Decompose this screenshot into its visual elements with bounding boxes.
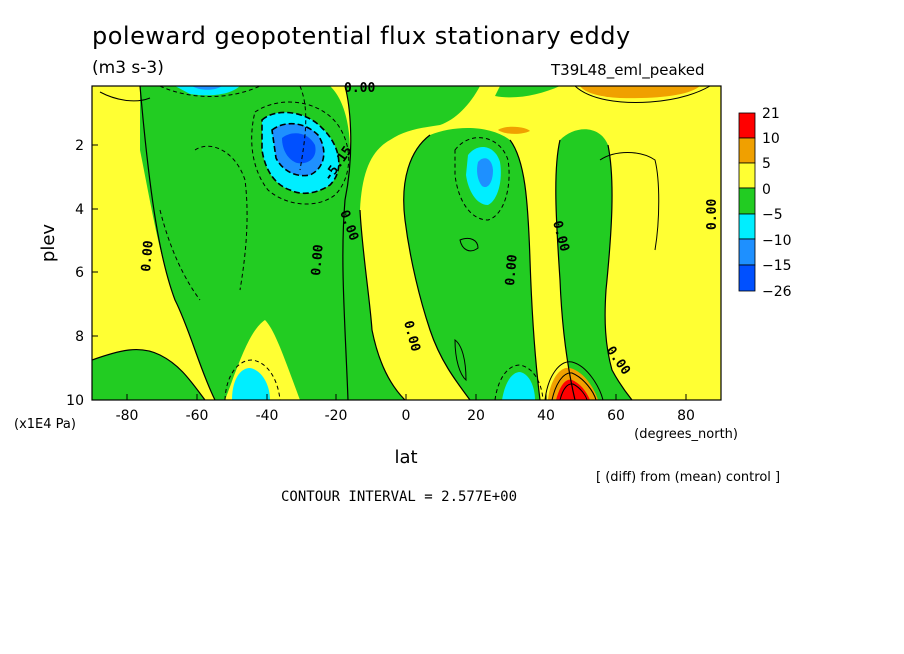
region-green-tropics xyxy=(403,128,540,400)
colorbar-swatch xyxy=(738,238,756,266)
x-axis-label: lat xyxy=(394,447,417,468)
x-tick-label: -80 xyxy=(116,408,139,424)
y-axis-label: plev xyxy=(38,224,59,263)
x-tick-label: 0 xyxy=(402,408,411,424)
colorbar-label: −15 xyxy=(762,258,792,274)
contour-label: 0.00 xyxy=(309,244,327,277)
region-cyan-south-surface xyxy=(232,368,270,400)
contour-line-dashed xyxy=(251,101,350,205)
colorbar-label: −5 xyxy=(762,207,783,223)
difference-note: [ (diff) from (mean) control ] xyxy=(596,470,781,485)
contour-line xyxy=(403,134,471,400)
contour-label: 0.00 xyxy=(344,81,375,96)
region-green-equator xyxy=(342,86,480,400)
colorbar-swatch xyxy=(738,137,756,164)
region-blue-top-left xyxy=(192,86,222,90)
contour-line-dashed xyxy=(261,111,340,195)
colorbar-swatch xyxy=(738,162,756,189)
region-blue-tropics xyxy=(477,158,493,188)
contour-line-dashed xyxy=(271,122,325,177)
contour-line xyxy=(551,372,597,400)
x-tick-label: 40 xyxy=(537,408,555,424)
x-tick-label: -40 xyxy=(256,408,279,424)
contour-line xyxy=(509,139,541,400)
y-tick-label: 2 xyxy=(75,138,84,154)
contour-line-dashed xyxy=(159,86,261,97)
y-ticks xyxy=(92,144,98,337)
contour-line xyxy=(555,139,576,400)
contour-line xyxy=(604,144,633,400)
contour-line xyxy=(342,86,352,400)
x-tick-label: 20 xyxy=(467,408,485,424)
region-green-south-low xyxy=(92,349,205,400)
colorbar-label: −26 xyxy=(762,284,792,300)
x-tick-label: -60 xyxy=(186,408,209,424)
contour-line xyxy=(454,339,467,382)
contour-lines xyxy=(92,86,711,400)
y-tick-labels: 2 4 6 8 10 xyxy=(66,138,84,409)
contour-line-dashed xyxy=(159,209,201,301)
colorbar-labels: 21 10 5 0 −5 −10 −15 −26 xyxy=(762,106,792,300)
contour-line xyxy=(559,383,588,400)
contour-line xyxy=(359,209,406,400)
y-tick-label: 10 xyxy=(66,393,84,409)
colorbar-swatch xyxy=(738,264,756,292)
contour-line-dashed xyxy=(299,86,307,171)
colorbar-label: 0 xyxy=(762,182,771,198)
chart-title: poleward geopotential flux stationary ed… xyxy=(92,22,631,50)
contour-label: 0.00 xyxy=(503,254,521,287)
y-tick-label: 8 xyxy=(75,329,84,345)
region-green-north xyxy=(555,129,632,400)
x-tick-label: 80 xyxy=(677,408,695,424)
y-axis-units: (x1E4 Pa) xyxy=(14,417,76,432)
colorbar-label: 21 xyxy=(762,106,780,122)
colorbar-label: 5 xyxy=(762,156,771,172)
experiment-label: T39L48_eml_peaked xyxy=(551,61,705,79)
colorbar-swatch xyxy=(738,112,756,139)
contour-label: 0.00 xyxy=(705,199,720,230)
contour-line xyxy=(574,86,711,103)
region-darkblue-core xyxy=(282,133,316,164)
contour-interval: CONTOUR INTERVAL = 2.577E+00 xyxy=(281,489,518,505)
contour-line-dashed xyxy=(494,364,544,400)
contour-line xyxy=(92,349,206,400)
region-green-top-right xyxy=(495,86,560,98)
region-cyan-top-left xyxy=(175,86,240,96)
contour-line-dashed xyxy=(194,145,248,291)
colorbar-swatch xyxy=(738,213,756,240)
contour-line xyxy=(139,86,216,400)
contour-label: 0.00 xyxy=(139,240,157,273)
region-cyan-north-surface xyxy=(502,372,535,400)
x-tick-labels: -80 -60 -40 -20 0 20 40 60 80 xyxy=(116,408,695,424)
contour-line xyxy=(99,91,151,102)
region-orange-upper-north xyxy=(580,86,700,99)
y-tick-label: 4 xyxy=(75,202,84,218)
filled-regions xyxy=(92,86,721,400)
x-ticks xyxy=(126,394,687,400)
contour-line xyxy=(459,237,479,252)
contour-line xyxy=(544,361,604,400)
region-orange-upper-small xyxy=(498,126,530,134)
colorbar xyxy=(738,112,756,292)
colorbar-label: −10 xyxy=(762,233,792,249)
x-tick-label: 60 xyxy=(607,408,625,424)
colorbar-label: 10 xyxy=(762,131,780,147)
contour-line xyxy=(599,152,660,251)
x-axis-units: (degrees_north) xyxy=(634,427,738,442)
y-tick-label: 6 xyxy=(75,265,84,281)
colorbar-swatch xyxy=(738,187,756,215)
x-tick-label: -20 xyxy=(325,408,348,424)
units-label: (m3 s-3) xyxy=(92,58,164,78)
